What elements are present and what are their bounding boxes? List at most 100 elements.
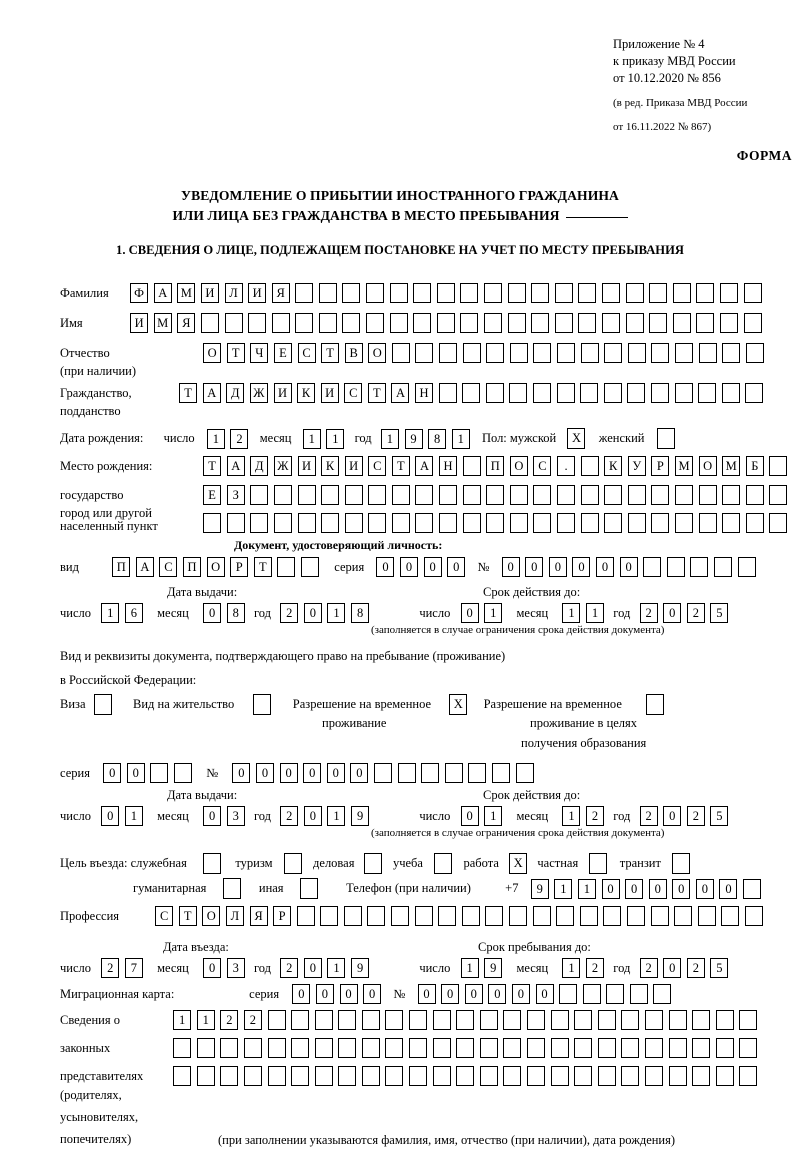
char-cell[interactable]: [462, 485, 481, 505]
char-cell[interactable]: [698, 343, 717, 363]
char-cell[interactable]: [645, 1038, 663, 1058]
char-cell[interactable]: 8: [226, 603, 245, 623]
char-cell[interactable]: [297, 513, 316, 533]
char-cell[interactable]: 0: [663, 958, 682, 978]
char-cell[interactable]: [507, 313, 526, 333]
char-cell[interactable]: [745, 343, 764, 363]
char-cell[interactable]: Т: [367, 383, 386, 403]
char-cell[interactable]: О: [368, 343, 387, 363]
char-cell[interactable]: [722, 343, 741, 363]
char-cell[interactable]: [491, 763, 510, 783]
char-cell[interactable]: И: [273, 383, 292, 403]
char-cell[interactable]: [338, 1066, 357, 1086]
char-cell[interactable]: 0: [203, 958, 222, 978]
char-cell[interactable]: Т: [178, 906, 197, 926]
char-cell[interactable]: [485, 906, 504, 926]
char-cell[interactable]: [651, 513, 670, 533]
char-cell[interactable]: [295, 313, 314, 333]
char-cell[interactable]: 0: [303, 763, 322, 783]
char-cell[interactable]: [651, 343, 670, 363]
char-cell[interactable]: [554, 283, 573, 303]
char-cell[interactable]: 2: [280, 958, 299, 978]
char-cell[interactable]: [444, 763, 463, 783]
char-cell[interactable]: 6: [124, 603, 143, 623]
char-cell[interactable]: 0: [126, 763, 145, 783]
char-cell[interactable]: [321, 513, 340, 533]
char-cell[interactable]: 1: [327, 806, 346, 826]
char-cell[interactable]: А: [226, 456, 245, 476]
char-cell[interactable]: [603, 383, 622, 403]
char-cell[interactable]: 0: [303, 603, 322, 623]
char-cell[interactable]: [321, 485, 340, 505]
char-cell[interactable]: [250, 485, 269, 505]
char-cell[interactable]: [320, 906, 339, 926]
char-cell[interactable]: [690, 557, 709, 577]
char-cell[interactable]: 1: [460, 958, 479, 978]
char-cell[interactable]: [715, 1038, 734, 1058]
char-cell[interactable]: [666, 557, 685, 577]
sex-female-checkbox[interactable]: [656, 428, 675, 449]
char-cell[interactable]: У: [627, 456, 646, 476]
char-cell[interactable]: [745, 513, 764, 533]
char-cell[interactable]: [267, 1038, 286, 1058]
visa-checkbox[interactable]: [93, 694, 112, 715]
char-cell[interactable]: Н: [439, 456, 458, 476]
char-cell[interactable]: [391, 906, 410, 926]
char-cell[interactable]: 2: [639, 603, 658, 623]
char-cell[interactable]: 0: [363, 984, 382, 1004]
char-cell[interactable]: [226, 513, 245, 533]
char-cell[interactable]: 0: [417, 984, 436, 1004]
char-cell[interactable]: [196, 1038, 215, 1058]
char-cell[interactable]: [715, 1010, 734, 1030]
char-cell[interactable]: [627, 383, 646, 403]
representatives-cells-2[interactable]: [173, 1038, 758, 1058]
char-cell[interactable]: [461, 906, 480, 926]
char-cell[interactable]: [439, 485, 458, 505]
char-cell[interactable]: 1: [586, 603, 605, 623]
char-cell[interactable]: [342, 313, 361, 333]
char-cell[interactable]: [421, 763, 440, 783]
char-cell[interactable]: [578, 283, 597, 303]
char-cell[interactable]: [559, 984, 578, 1004]
char-cell[interactable]: [743, 283, 762, 303]
char-cell[interactable]: [645, 1010, 663, 1030]
char-cell[interactable]: .: [557, 456, 576, 476]
char-cell[interactable]: С: [368, 456, 387, 476]
char-cell[interactable]: [515, 763, 534, 783]
char-cell[interactable]: [486, 343, 505, 363]
char-cell[interactable]: Я: [249, 906, 268, 926]
char-cell[interactable]: [675, 485, 693, 505]
char-cell[interactable]: [696, 313, 715, 333]
char-cell[interactable]: [314, 1066, 333, 1086]
char-cell[interactable]: 1: [451, 428, 470, 449]
char-cell[interactable]: [739, 1038, 758, 1058]
char-cell[interactable]: Л: [224, 283, 243, 303]
char-cell[interactable]: 0: [303, 958, 322, 978]
char-cell[interactable]: 1: [562, 958, 581, 978]
char-cell[interactable]: 0: [648, 878, 667, 899]
char-cell[interactable]: 1: [206, 428, 225, 449]
char-cell[interactable]: [338, 1010, 357, 1030]
char-cell[interactable]: [649, 283, 668, 303]
char-cell[interactable]: 9: [351, 958, 370, 978]
char-cell[interactable]: С: [344, 383, 363, 403]
char-cell[interactable]: 1: [101, 603, 120, 623]
char-cell[interactable]: [389, 283, 408, 303]
char-cell[interactable]: [468, 763, 487, 783]
char-cell[interactable]: О: [206, 557, 225, 577]
char-cell[interactable]: [739, 1066, 758, 1086]
char-cell[interactable]: 9: [484, 958, 503, 978]
char-cell[interactable]: [248, 313, 267, 333]
char-cell[interactable]: [597, 1010, 616, 1030]
char-cell[interactable]: [318, 313, 337, 333]
